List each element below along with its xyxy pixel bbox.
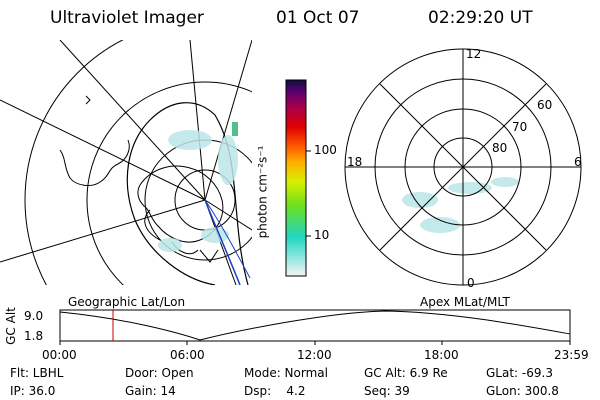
info-glat: GLat: -69.3 <box>486 366 553 380</box>
south-america-coast <box>59 139 130 186</box>
info-door: Door: Open <box>125 366 194 380</box>
auroral-emission <box>158 130 238 252</box>
mlat-label: 70 <box>512 120 528 134</box>
mlat-label: 80 <box>492 141 508 155</box>
timeline-ticks <box>59 341 571 345</box>
island <box>199 249 219 263</box>
orbit-track-2 <box>204 199 251 279</box>
altitude-timeline <box>59 309 571 345</box>
info-filter: Flt: LBHL <box>10 366 64 380</box>
info-dsp: Dsp: 4.2 <box>244 384 306 398</box>
timeline-xtick: 00:00 <box>42 348 77 362</box>
polar-aurora <box>402 177 519 233</box>
instrument-title: Ultraviolet Imager <box>50 8 204 28</box>
island <box>85 95 91 105</box>
altitude-curve <box>59 310 571 341</box>
mlt-label-noon: 12 <box>466 47 482 61</box>
colorbar-units: photon cm⁻²s⁻¹ <box>255 145 270 239</box>
polar-mlt-lines <box>345 49 581 285</box>
observation-time: 02:29:20 UT <box>428 8 533 28</box>
meridian-lines <box>0 40 252 285</box>
antarctica-coast <box>137 165 224 243</box>
colorbar-tick-label: 100 <box>314 143 337 157</box>
info-gc-alt: GC Alt: 6.9 Re <box>364 366 448 380</box>
info-gain: Gain: 14 <box>125 384 176 398</box>
orbit-track <box>204 199 241 285</box>
info-glon: GLon: 300.8 <box>486 384 559 398</box>
colorbar <box>285 79 307 277</box>
mlat-label: 60 <box>537 98 553 112</box>
timeline-frame <box>59 309 571 342</box>
timeline-ytick: 9.0 <box>24 309 44 323</box>
polar-plot <box>344 48 582 286</box>
timeline-left-caption: Geographic Lat/Lon <box>68 295 186 309</box>
timeline-xtick: 23:59 <box>554 348 589 362</box>
timeline-axis-label: GC Alt <box>3 307 18 345</box>
mlt-label-midnight: 0 <box>467 276 475 290</box>
geographic-map <box>0 40 252 285</box>
timeline-xtick: 06:00 <box>170 348 205 362</box>
timeline-ytick: 1.8 <box>24 329 44 343</box>
colorbar-tick-label: 10 <box>314 228 330 242</box>
mlt-label-dawn: 6 <box>574 155 582 169</box>
info-ip: IP: 36.0 <box>10 384 56 398</box>
observation-date: 01 Oct 07 <box>276 8 360 28</box>
info-seq: Seq: 39 <box>364 384 410 398</box>
mlt-label-dusk: 18 <box>347 155 363 169</box>
timeline-right-caption: Apex MLat/MLT <box>420 295 510 309</box>
bright-aurora <box>232 122 238 136</box>
timeline-xtick: 12:00 <box>297 348 332 362</box>
timeline-xtick: 18:00 <box>424 348 459 362</box>
info-mode: Mode: Normal <box>244 366 328 380</box>
